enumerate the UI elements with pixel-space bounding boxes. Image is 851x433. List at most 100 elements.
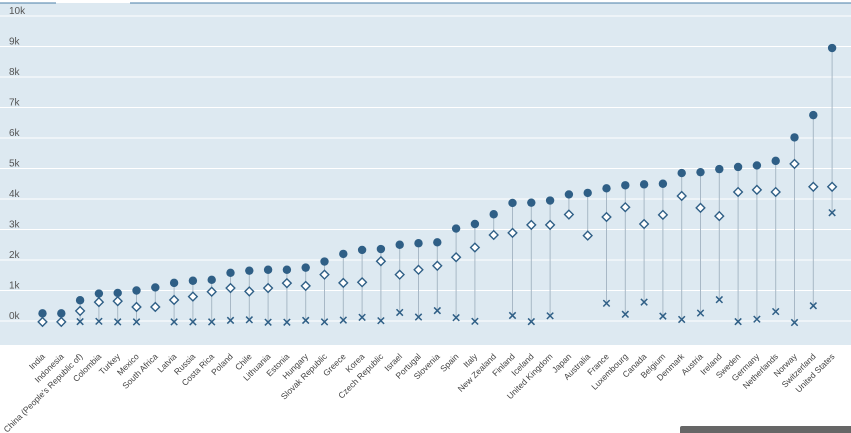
government-point-hungary xyxy=(300,280,311,292)
voluntary-point-turkey xyxy=(113,318,122,326)
total-point-czech-republic xyxy=(376,244,386,254)
voluntary-point-netherlands xyxy=(771,307,780,316)
total-point-hungary xyxy=(301,263,310,272)
total-point-ireland xyxy=(715,164,724,174)
total-point-united-states xyxy=(827,43,837,53)
horizontal-scrollbar[interactable] xyxy=(680,426,851,433)
voluntary-point-costa-rica xyxy=(207,318,216,326)
government-point-new-zealand xyxy=(488,229,499,241)
voluntary-point-chile xyxy=(245,316,254,324)
voluntary-point-korea xyxy=(358,313,366,322)
voluntary-point-estonia xyxy=(283,318,291,326)
total-point-denmark xyxy=(677,168,686,178)
voluntary-point-ireland xyxy=(715,295,724,304)
y-tick-label: 3k xyxy=(9,220,21,231)
government-point-slovenia xyxy=(432,260,443,272)
y-tick-label: 5k xyxy=(9,159,21,170)
government-point-iceland xyxy=(526,219,537,231)
total-point-china-people-s-republic-of xyxy=(75,296,85,305)
voluntary-point-iceland xyxy=(527,317,536,326)
total-point-france xyxy=(602,184,611,193)
total-point-netherlands xyxy=(771,156,780,166)
y-tick-label: 8k xyxy=(9,67,21,78)
government-point-colombia xyxy=(93,296,105,308)
government-point-poland xyxy=(225,282,236,294)
voluntary-point-austria xyxy=(696,309,705,317)
y-tick-label: 7k xyxy=(9,98,21,109)
government-point-slovak-republic xyxy=(319,269,330,280)
government-point-russia xyxy=(187,291,199,302)
total-point-colombia xyxy=(94,289,104,298)
government-point-china-people-s-republic-of xyxy=(74,305,86,317)
government-point-sweden xyxy=(732,186,744,198)
government-point-mexico xyxy=(131,301,142,313)
voluntary-point-lithuania xyxy=(264,318,272,326)
government-point-italy xyxy=(469,242,481,253)
total-point-greece xyxy=(339,249,348,259)
total-point-new-zealand xyxy=(489,210,498,219)
voluntary-point-spain xyxy=(452,313,460,322)
voluntary-point-latvia xyxy=(170,318,178,326)
total-point-united-kingdom xyxy=(545,196,555,205)
y-tick-label: 9k xyxy=(9,37,21,48)
government-point-india xyxy=(37,316,48,328)
voluntary-point-mexico xyxy=(132,318,141,326)
government-point-finland xyxy=(507,227,518,239)
total-point-israel xyxy=(395,240,404,249)
total-point-norway xyxy=(790,133,799,142)
government-point-estonia xyxy=(281,277,293,289)
government-point-norway xyxy=(789,158,800,170)
x-tick-label: China (People's Republic of) xyxy=(1,351,84,433)
voluntary-point-china-people-s-republic-of xyxy=(76,317,84,326)
government-point-turkey xyxy=(112,295,123,307)
government-point-netherlands xyxy=(770,186,781,198)
voluntary-point-greece xyxy=(339,316,348,324)
government-point-latvia xyxy=(168,294,180,306)
y-tick-label: 10k xyxy=(9,6,26,17)
total-point-switzerland xyxy=(809,110,818,120)
voluntary-point-norway xyxy=(790,318,799,327)
government-point-greece xyxy=(338,277,349,289)
voluntary-point-united-states xyxy=(828,208,836,217)
markers xyxy=(37,43,838,328)
total-point-chile xyxy=(245,266,254,275)
total-point-italy xyxy=(470,219,480,229)
total-point-korea xyxy=(357,245,367,255)
voluntary-point-canada xyxy=(640,298,648,306)
government-point-switzerland xyxy=(808,181,819,193)
total-point-spain xyxy=(451,224,461,233)
total-point-portugal xyxy=(414,239,423,248)
government-point-spain xyxy=(450,251,462,263)
total-point-lithuania xyxy=(263,265,273,274)
total-point-australia xyxy=(583,188,592,198)
x-tick-label: Poland xyxy=(209,351,235,377)
total-point-belgium xyxy=(658,179,668,188)
government-point-czech-republic xyxy=(375,255,387,267)
y-tick-label: 0k xyxy=(9,311,21,322)
total-point-costa-rica xyxy=(207,275,216,285)
voluntary-point-italy xyxy=(471,317,479,326)
government-point-united-states xyxy=(826,181,838,193)
total-point-iceland xyxy=(527,198,536,207)
voluntary-point-hungary xyxy=(301,316,310,325)
government-point-portugal xyxy=(413,264,424,276)
voluntary-point-slovenia xyxy=(433,306,442,315)
total-point-canada xyxy=(639,180,649,189)
government-point-indonesia xyxy=(56,316,67,328)
y-axis-ticks: 0k 1k 2k 3k 4k 5k 6k 7k 8k 9k 10k xyxy=(9,6,26,322)
total-point-indonesia xyxy=(57,309,66,318)
voluntary-point-czech-republic xyxy=(377,316,385,325)
government-point-south-africa xyxy=(150,301,161,313)
government-point-israel xyxy=(394,269,405,280)
government-point-france xyxy=(601,211,612,223)
government-point-germany xyxy=(751,184,763,196)
government-point-austria xyxy=(695,202,706,214)
voluntary-point-united-kingdom xyxy=(546,312,554,320)
plot-background xyxy=(0,3,851,345)
government-point-chile xyxy=(244,286,255,297)
total-point-latvia xyxy=(169,278,179,288)
voluntary-point-france xyxy=(602,299,611,308)
tab-indicator xyxy=(56,0,130,3)
